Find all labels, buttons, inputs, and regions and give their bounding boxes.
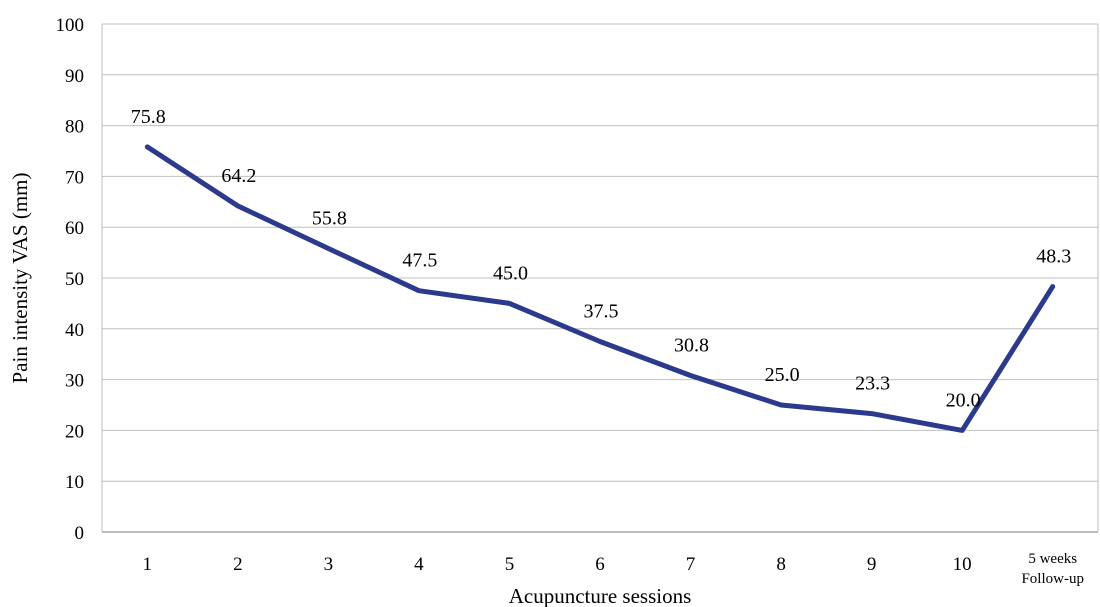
y-tick-label: 60	[65, 218, 84, 239]
x-tick-label: 3	[324, 554, 334, 575]
x-tick-label: 5 weeks Follow-up	[1021, 551, 1084, 587]
data-label: 23.3	[855, 373, 890, 395]
y-tick-label: 100	[56, 15, 85, 36]
y-tick-label: 30	[65, 371, 84, 392]
x-tick-label: 6	[595, 554, 605, 575]
y-tick-label: 70	[65, 167, 84, 188]
series-layer	[144, 144, 1056, 433]
data-label: 20.0	[946, 389, 981, 411]
x-tick-label: 8	[776, 554, 786, 575]
x-tick-label: 10	[953, 554, 972, 575]
y-tick-label: 10	[65, 472, 84, 493]
y-axis-tick-labels: 0 10 20 30 40 50 60 70 80 90 100	[56, 15, 85, 544]
x-tick-label: 9	[867, 554, 877, 575]
x-tick-label: 5	[505, 554, 515, 575]
data-label: 55.8	[312, 208, 347, 230]
y-tick-label: 20	[65, 421, 84, 442]
data-label: 25.0	[765, 364, 800, 386]
gridlines	[102, 23, 1098, 482]
data-label: 45.0	[493, 262, 528, 284]
axes	[101, 24, 1099, 533]
y-tick-label: 90	[65, 66, 84, 87]
data-label: 47.5	[402, 250, 437, 272]
y-tick-label: 80	[65, 117, 84, 138]
x-tick-label: 7	[686, 554, 696, 575]
x-tick-label: 1	[143, 554, 153, 575]
data-label: 48.3	[1036, 246, 1071, 268]
x-tick-label: 2	[233, 554, 243, 575]
data-label: 75.8	[131, 106, 166, 128]
data-label: 37.5	[584, 301, 619, 323]
data-label: 30.8	[674, 335, 709, 357]
x-axis-tick-labels: 1 2 3 4 5 6 7 8 9 10 5 weeks Follow-up	[143, 551, 1084, 587]
y-axis-title: Pain intensity VAS (mm)	[8, 172, 32, 383]
x-axis-title: Acupuncture sessions	[509, 584, 692, 607]
series-line	[144, 144, 1056, 433]
x-tick-label: 4	[414, 554, 424, 575]
y-tick-label: 40	[65, 320, 84, 341]
data-labels: 75.8 64.2 55.8 47.5 45.0 37.5 30.8 25.0 23.3 20.0…	[131, 106, 1071, 411]
y-tick-label: 50	[65, 269, 84, 290]
y-tick-label: 0	[75, 523, 85, 544]
data-label: 64.2	[221, 165, 256, 187]
